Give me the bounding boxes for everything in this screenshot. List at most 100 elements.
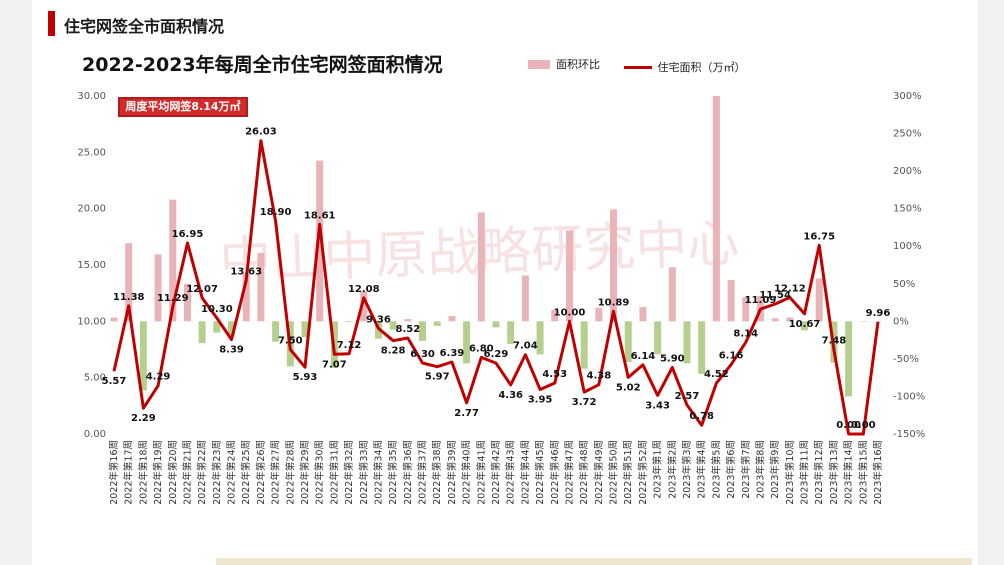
data-label: 6.39	[440, 348, 465, 359]
y-left-tick: 10.00	[77, 316, 106, 327]
y-right-tick: 150%	[893, 204, 922, 215]
data-label: 3.72	[572, 397, 597, 408]
bar	[477, 212, 485, 322]
x-tick-label: 2023年第2周	[666, 440, 678, 499]
data-label: 5.57	[102, 376, 127, 387]
bar	[492, 321, 500, 328]
x-tick-label: 2023年第6周	[725, 440, 737, 499]
x-tick-label: 2023年第15周	[857, 440, 869, 505]
x-tick-label: 2023年第4周	[696, 440, 708, 499]
data-label: 11.29	[157, 293, 189, 304]
bar	[624, 321, 632, 362]
bar	[712, 96, 720, 322]
x-tick-label: 2022年第40周	[461, 440, 473, 505]
bar	[742, 297, 750, 322]
data-label: 0.00	[836, 420, 861, 431]
data-label: 11.09	[745, 295, 777, 306]
x-tick-label: 2022年第20周	[167, 440, 179, 505]
x-tick-label: 2022年第28周	[284, 440, 296, 505]
x-tick-label: 2023年第12周	[813, 440, 825, 505]
data-label: 4.36	[498, 390, 523, 401]
x-tick-label: 2022年第25周	[240, 440, 252, 505]
x-tick-label: 2022年第21周	[181, 440, 193, 505]
x-tick-label: 2022年第50周	[608, 440, 620, 505]
bar	[654, 321, 662, 355]
x-tick-label: 2022年第41周	[475, 440, 487, 505]
bar	[404, 319, 412, 322]
bar	[727, 280, 735, 322]
bar	[389, 321, 397, 330]
bar	[551, 310, 559, 322]
data-label: 9.96	[866, 308, 891, 319]
data-label: 8.28	[381, 346, 406, 357]
legend-swatch-line	[623, 65, 652, 69]
legend-item-line: 住宅面积（万㎡）	[623, 59, 746, 75]
data-label: 4.38	[587, 371, 612, 382]
data-label: 6.80	[469, 343, 494, 354]
data-label: 26.03	[245, 127, 277, 138]
data-label: 7.12	[337, 340, 362, 351]
x-tick-label: 2022年第34周	[372, 440, 384, 505]
bar	[771, 318, 779, 322]
x-tick-label: 2022年第23周	[211, 440, 223, 505]
data-label: 18.61	[304, 210, 336, 221]
data-label: 12.07	[186, 284, 218, 295]
data-label: 7.07	[322, 359, 347, 370]
data-label: 8.39	[219, 344, 244, 355]
x-tick-label: 2022年第36周	[402, 440, 414, 505]
x-tick-label: 2022年第19周	[152, 440, 164, 505]
bar	[786, 317, 794, 322]
x-tick-label: 2022年第38周	[431, 440, 443, 505]
bar	[169, 199, 177, 322]
x-tick-label: 2022年第35周	[387, 440, 399, 505]
data-label: 16.95	[172, 229, 204, 240]
bar	[316, 160, 324, 322]
legend-label-bar: 面积环比	[556, 58, 600, 71]
data-label: 3.43	[645, 400, 670, 411]
data-label: 8.52	[396, 324, 421, 335]
chart-legend: 面积环比 住宅面积（万㎡）	[528, 56, 766, 75]
data-label: 0.00	[851, 420, 876, 431]
header-accent-bar	[48, 11, 55, 36]
data-label: 10.30	[201, 304, 233, 315]
header-title: 住宅网签全市面积情况	[64, 17, 225, 36]
bar	[801, 321, 809, 331]
line-series	[112, 139, 880, 436]
bar	[845, 321, 853, 397]
bar	[874, 321, 882, 322]
legend-item-bar: 面积环比	[528, 56, 600, 72]
bar	[610, 209, 618, 322]
x-tick-label: 2023年第3周	[681, 440, 693, 499]
bar	[419, 321, 427, 341]
y-right-tick: 0%	[893, 316, 909, 327]
bar	[213, 321, 221, 333]
data-label: 5.97	[425, 372, 450, 383]
data-label: 16.75	[803, 231, 835, 242]
bar	[139, 321, 147, 391]
data-label: 7.04	[513, 341, 538, 352]
y-right-tick: -100%	[893, 391, 925, 402]
data-label: 0.78	[689, 411, 714, 422]
data-label: 5.93	[293, 372, 318, 383]
x-tick-label: 2022年第47周	[563, 440, 575, 505]
x-tick-label: 2023年第9周	[769, 440, 781, 499]
bar	[580, 321, 588, 369]
bar	[639, 307, 647, 322]
data-label: 3.95	[528, 394, 553, 405]
x-tick-label: 2023年第7周	[740, 440, 752, 499]
data-label: 4.29	[146, 372, 171, 383]
bar	[345, 321, 353, 323]
data-label: 2.77	[454, 408, 479, 419]
bar	[668, 267, 676, 322]
x-tick-label: 2022年第42周	[490, 440, 502, 505]
x-tick-label: 2023年第5周	[710, 440, 722, 499]
chart-title: 2022-2023年每周全市住宅网签面积情况	[82, 54, 443, 76]
y-right-tick: 50%	[893, 279, 915, 290]
x-tick-label: 2022年第27周	[270, 440, 282, 505]
x-tick-label: 2022年第17周	[123, 440, 135, 505]
x-tick-label: 2022年第37周	[417, 440, 429, 505]
x-tick-label: 2022年第33周	[358, 440, 370, 505]
data-label: 10.89	[598, 297, 630, 308]
x-tick-label: 2023年第16周	[872, 440, 884, 505]
x-tick-label: 2022年第39周	[446, 440, 458, 505]
